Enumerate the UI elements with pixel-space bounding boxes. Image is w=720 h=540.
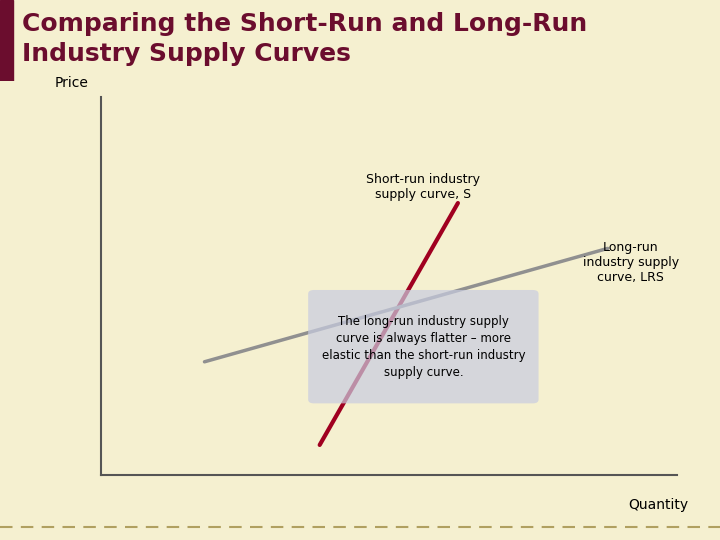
Text: Long-run
industry supply
curve, LRS: Long-run industry supply curve, LRS bbox=[582, 241, 679, 284]
Text: Comparing the Short-Run and Long-Run
Industry Supply Curves: Comparing the Short-Run and Long-Run Ind… bbox=[22, 12, 587, 66]
Text: The long-run industry supply
curve is always flatter – more
elastic than the sho: The long-run industry supply curve is al… bbox=[322, 315, 525, 379]
Text: Quantity: Quantity bbox=[628, 498, 688, 512]
Text: Short-run industry
supply curve, S: Short-run industry supply curve, S bbox=[366, 173, 480, 201]
FancyBboxPatch shape bbox=[308, 290, 539, 403]
Text: Price: Price bbox=[55, 76, 89, 90]
Bar bbox=[0, 0, 13, 81]
